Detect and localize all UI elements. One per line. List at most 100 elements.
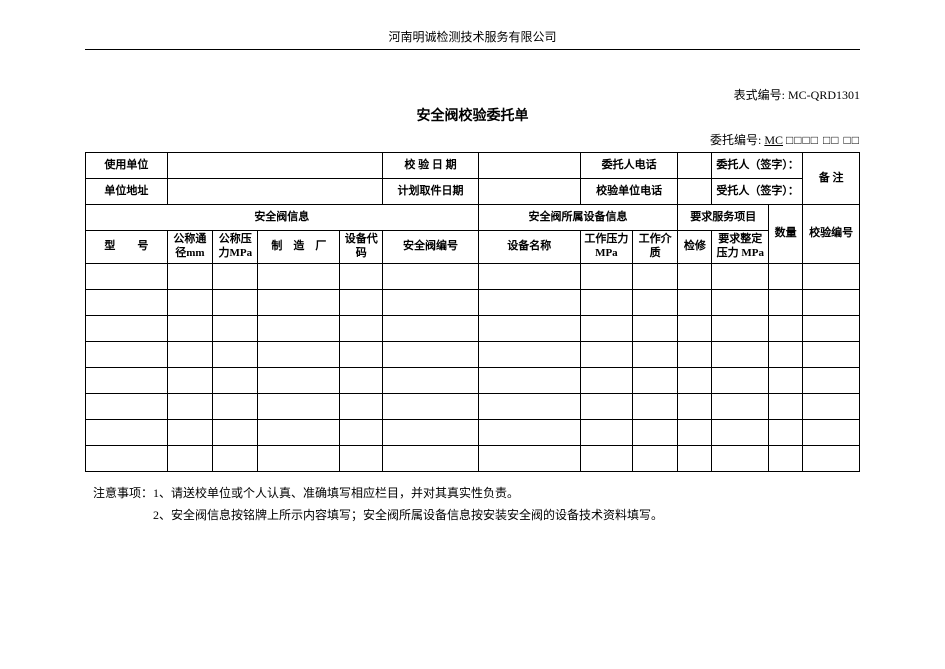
table-row — [86, 393, 860, 419]
table-cell — [167, 367, 212, 393]
label-cal-date: 校 验 日 期 — [383, 153, 478, 179]
table-cell — [769, 289, 803, 315]
table-cell — [167, 445, 212, 471]
table-cell — [86, 393, 168, 419]
table-cell — [258, 419, 340, 445]
label-plan-date: 计划取件日期 — [383, 179, 478, 205]
table-cell — [258, 315, 340, 341]
table-cell — [167, 315, 212, 341]
table-cell — [632, 341, 677, 367]
table-cell — [86, 341, 168, 367]
table-cell — [340, 419, 383, 445]
form-code-value: MC-QRD1301 — [788, 88, 860, 102]
form-title: 安全阀校验委托单 — [85, 105, 860, 125]
table-cell — [383, 341, 478, 367]
table-cell — [383, 289, 478, 315]
col-overhaul: 检修 — [678, 231, 712, 264]
table-cell — [632, 289, 677, 315]
table-cell — [580, 445, 632, 471]
entrustment-table: 使用单位 校 验 日 期 委托人电话 委托人（签字）： 备 注 单位地址 计划取… — [85, 152, 860, 472]
table-row — [86, 367, 860, 393]
table-cell — [632, 419, 677, 445]
table-cell — [803, 289, 860, 315]
table-cell — [258, 393, 340, 419]
notes-line2: 2、安全阀信息按铭牌上所示内容填写；安全阀所属设备信息按安装安全阀的设备技术资料… — [153, 508, 663, 522]
table-cell — [632, 393, 677, 419]
table-cell — [712, 341, 769, 367]
table-cell — [803, 341, 860, 367]
table-cell — [678, 445, 712, 471]
col-cal-no: 校验编号 — [803, 205, 860, 264]
table-cell — [678, 315, 712, 341]
table-cell — [478, 367, 580, 393]
table-cell — [213, 445, 258, 471]
table-cell — [258, 341, 340, 367]
table-cell — [383, 419, 478, 445]
table-cell — [803, 315, 860, 341]
company-name: 河南明诚检测技术服务有限公司 — [85, 28, 860, 49]
cell-client-phone — [678, 153, 712, 179]
table-cell — [213, 393, 258, 419]
col-work-press: 工作压力MPa — [580, 231, 632, 264]
col-equip-name: 设备名称 — [478, 231, 580, 264]
table-cell — [213, 419, 258, 445]
cell-cal-unit-phone — [678, 179, 712, 205]
entrust-no-label: 委托编号: — [710, 133, 761, 147]
table-cell — [478, 393, 580, 419]
table-cell — [678, 341, 712, 367]
table-cell — [340, 315, 383, 341]
table-cell — [803, 367, 860, 393]
label-cal-unit-phone: 校验单位电话 — [580, 179, 678, 205]
table-cell — [712, 367, 769, 393]
table-cell — [167, 393, 212, 419]
table-cell — [712, 263, 769, 289]
col-set-press: 要求整定压力 MPa — [712, 231, 769, 264]
table-row — [86, 341, 860, 367]
table-cell — [580, 367, 632, 393]
table-cell — [769, 263, 803, 289]
label-use-unit: 使用单位 — [86, 153, 168, 179]
section-service: 要求服务项目 — [678, 205, 769, 231]
table-cell — [383, 393, 478, 419]
table-cell — [86, 445, 168, 471]
table-cell — [340, 445, 383, 471]
table-cell — [678, 367, 712, 393]
cell-cal-date — [478, 153, 580, 179]
table-cell — [86, 367, 168, 393]
table-cell — [678, 289, 712, 315]
table-cell — [167, 419, 212, 445]
entrust-number-line: 委托编号: MC □□□□ □□ □□ — [85, 131, 860, 148]
table-cell — [340, 367, 383, 393]
table-cell — [213, 341, 258, 367]
table-cell — [580, 315, 632, 341]
entrust-no-boxes: □□□□ □□ □□ — [786, 133, 860, 147]
table-cell — [678, 263, 712, 289]
entrust-no-prefix: MC — [764, 133, 783, 147]
table-cell — [478, 315, 580, 341]
table-cell — [213, 367, 258, 393]
table-cell — [769, 445, 803, 471]
table-row — [86, 419, 860, 445]
table-cell — [478, 419, 580, 445]
col-nominal-press: 公称压力MPa — [213, 231, 258, 264]
col-valve-no: 安全阀编号 — [383, 231, 478, 264]
col-medium: 工作介质 — [632, 231, 677, 264]
table-cell — [478, 289, 580, 315]
table-cell — [803, 419, 860, 445]
table-cell — [258, 445, 340, 471]
label-client-sign: 委托人（签字）： — [712, 153, 803, 179]
form-code-line: 表式编号: MC-QRD1301 — [85, 86, 860, 103]
table-cell — [712, 289, 769, 315]
table-cell — [213, 315, 258, 341]
notes-line1: 1、请送校单位或个人认真、准确填写相应栏目，并对其真实性负责。 — [153, 486, 519, 500]
col-qty: 数量 — [769, 205, 803, 264]
notes-label: 注意事项： — [93, 486, 153, 500]
table-cell — [86, 263, 168, 289]
table-cell — [340, 341, 383, 367]
table-cell — [478, 445, 580, 471]
table-cell — [580, 393, 632, 419]
table-cell — [580, 289, 632, 315]
table-row — [86, 445, 860, 471]
table-cell — [769, 315, 803, 341]
table-cell — [580, 341, 632, 367]
